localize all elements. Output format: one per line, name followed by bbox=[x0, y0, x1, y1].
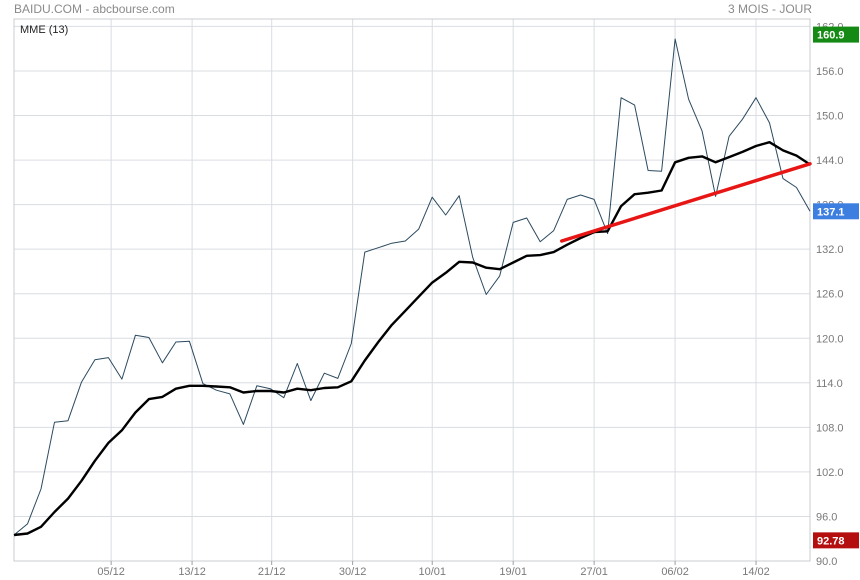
x-tick-label: 27/01 bbox=[580, 566, 608, 578]
y-tick-label: 126.0 bbox=[816, 289, 844, 301]
x-tick-label: 14/02 bbox=[742, 566, 770, 578]
x-tick-label: 13/12 bbox=[178, 566, 206, 578]
price-badge-low-text: 92.78 bbox=[817, 535, 845, 547]
price-line[interactable] bbox=[13, 38, 811, 536]
y-tick-label: 96.0 bbox=[816, 511, 837, 523]
y-tick-label: 114.0 bbox=[816, 378, 843, 390]
chart-period[interactable]: 3 MOIS - JOUR bbox=[727, 2, 812, 16]
price-badges: 160.9 137.1 92.78 bbox=[813, 26, 859, 549]
y-tick-label: 108.0 bbox=[816, 422, 844, 434]
y-tick-label: 90.0 bbox=[816, 556, 837, 568]
ema-line[interactable] bbox=[13, 141, 811, 537]
series-group bbox=[13, 38, 812, 537]
x-tick-label: 06/02 bbox=[661, 566, 689, 578]
x-tick-label: 05/12 bbox=[97, 566, 125, 578]
price-badge-high bbox=[813, 26, 859, 43]
y-tick-label: 120.0 bbox=[816, 333, 844, 345]
y-tick-label: 132.0 bbox=[816, 244, 844, 256]
plot-border bbox=[13, 18, 811, 562]
indicator-label: MME (13) bbox=[20, 24, 68, 36]
y-tick-label: 150.0 bbox=[816, 111, 844, 123]
x-axis: 05/12 13/12 21/12 30/12 10/01 19/01 27/01 06/02… bbox=[97, 561, 770, 578]
x-tick-label: 30/12 bbox=[339, 566, 367, 578]
chart-title: BAIDU.COM - abcbourse.com bbox=[14, 2, 175, 16]
price-badge-high-text: 160.9 bbox=[817, 30, 845, 42]
x-tick-label: 21/12 bbox=[258, 566, 286, 578]
x-tick-label: 19/01 bbox=[499, 566, 527, 578]
chart-grid bbox=[14, 19, 810, 561]
y-tick-label: 144.0 bbox=[816, 155, 844, 167]
price-badge-last-text: 137.1 bbox=[817, 206, 845, 218]
y-tick-label: 102.0 bbox=[816, 467, 844, 479]
x-tick-label: 10/01 bbox=[418, 566, 446, 578]
trend-line[interactable] bbox=[560, 162, 812, 243]
y-axis: 90.0 96.0 102.0 108.0 114.0 120.0 126.0 132.0 13… bbox=[816, 21, 844, 568]
price-badge-low bbox=[813, 532, 859, 549]
price-badge-last bbox=[813, 203, 859, 220]
y-tick-label: 156.0 bbox=[816, 66, 844, 78]
